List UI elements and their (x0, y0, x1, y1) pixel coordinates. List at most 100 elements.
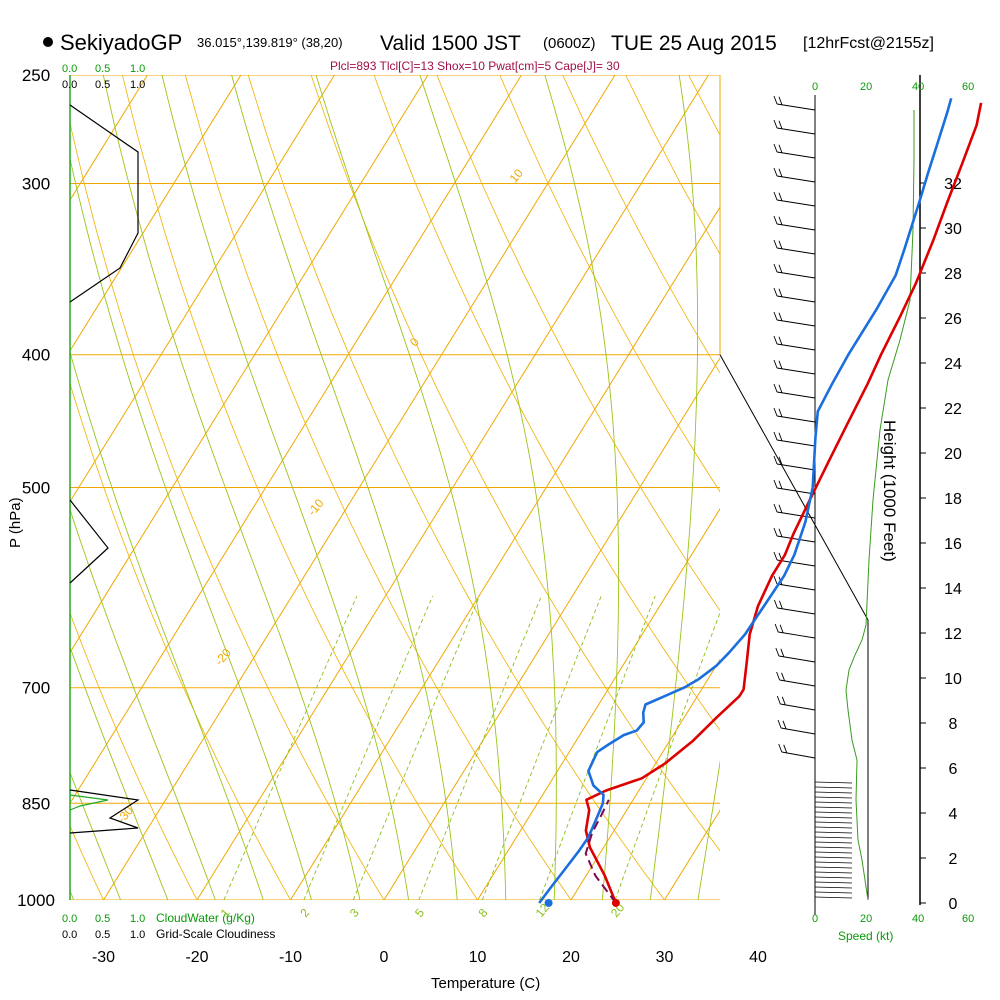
speed-tick-bot-3: 60 (962, 913, 974, 925)
isotherm-line (70, 75, 242, 352)
wind-barb (776, 295, 816, 303)
temperature-tick-label: -10 (279, 949, 302, 966)
wind-barb (776, 487, 816, 495)
wind-barb (779, 679, 816, 687)
dry-adiabat (751, 75, 1000, 929)
wind-barb (776, 343, 816, 351)
cw-tick-top-0: 0.0 (62, 63, 77, 75)
height-tick-label: 26 (944, 311, 962, 328)
moist-adiabat (70, 889, 75, 900)
wind-barb-flag (778, 743, 783, 753)
wind-barb-flag (773, 407, 778, 417)
wind-barb-flag (778, 168, 783, 177)
valid-time: Valid 1500 JST (380, 32, 521, 55)
pressure-tick-label: 500 (22, 479, 50, 498)
height-tick-label: 6 (949, 761, 958, 778)
speed-tick-bot-0: 0 (812, 913, 818, 925)
isotherm-label: -30 (114, 803, 136, 826)
wind-barb (776, 367, 816, 375)
pressure-tick-label: 250 (22, 66, 50, 85)
mixing-ratio-line (223, 595, 358, 900)
wind-barb (776, 199, 816, 207)
wind-barb-flag (778, 336, 783, 345)
wind-barb-flag (776, 671, 781, 681)
dry-adiabat (499, 75, 720, 493)
wind-barb (776, 415, 816, 423)
pressure-tick-label: 400 (22, 346, 50, 365)
wind-barb-flag (778, 240, 783, 249)
dewpoint-profile (538, 97, 953, 904)
isotherm-label: 10 (507, 166, 527, 185)
height-tick-label: 24 (944, 356, 962, 373)
wind-barb-low (814, 796, 853, 799)
wind-barb (776, 127, 816, 135)
wind-barb-low (814, 806, 853, 809)
wind-barb (776, 223, 816, 231)
wind-barb-flag (783, 744, 788, 753)
plot-area (70, 75, 1000, 929)
wind-barb (781, 751, 816, 759)
wind-barb-low (814, 836, 853, 839)
wind-barb-low (814, 866, 853, 869)
wind-barb-flag (778, 456, 783, 465)
wind-barb-flag (778, 216, 783, 225)
dry-adiabat (70, 611, 198, 900)
height-tick-label: 12 (944, 626, 962, 643)
speed-tick-bot-1: 20 (860, 913, 872, 925)
wind-barb-flag (773, 287, 778, 297)
cl-tick-bot-0: 0.0 (62, 929, 77, 941)
station-dot-icon (43, 37, 53, 47)
station-coords: 36.015°,139.819° (38,20) (197, 35, 343, 50)
wind-barb-flag (773, 119, 778, 129)
side-panels (69, 75, 926, 915)
wind-barb-flag (780, 648, 785, 657)
moist-adiabat (70, 645, 169, 900)
wind-barb (776, 463, 816, 471)
wind-barb-low (814, 886, 853, 889)
parcel-path (584, 799, 617, 904)
wind-barb-flag (778, 432, 783, 441)
mixing-ratio-label: 8 (475, 906, 490, 920)
wind-barb-flag (773, 551, 778, 561)
wind-barb-flag (778, 528, 783, 537)
wind-barb-flag (782, 720, 787, 729)
moist-adiabat (70, 350, 264, 900)
isotherm-line (383, 357, 720, 900)
wind-barb-flag (773, 599, 778, 609)
wind-barb-low (814, 851, 853, 854)
cloudwater-title: CloudWater (g/Kg) (156, 911, 255, 925)
temperature-tick-label: 10 (469, 949, 487, 966)
cl-tick-bot-1: 0.5 (95, 929, 110, 941)
cw-tick-bot-0: 0.0 (62, 913, 77, 925)
wind-barb-low (814, 861, 853, 864)
wind-barb-low (814, 791, 853, 794)
dry-adiabat (814, 75, 1000, 929)
cw-tick-bot-2: 1.0 (130, 913, 145, 925)
wind-barb (776, 391, 816, 399)
wind-barb-low (814, 821, 853, 824)
dry-adiabat (373, 75, 720, 731)
wind-barb-flag (773, 95, 778, 105)
wind-barb-flag (778, 600, 783, 609)
wind-barb-low (814, 871, 853, 874)
wind-speed-profile (845, 110, 915, 901)
mixing-ratio-line (352, 595, 480, 900)
cloudiness-profile-mid (69, 499, 109, 584)
wind-barb-flag (774, 623, 779, 633)
isotherm-line (70, 75, 429, 654)
moist-adiabat (102, 75, 361, 900)
dry-adiabat (70, 825, 104, 900)
height-tick-label: 16 (944, 536, 962, 553)
surface-marker (544, 898, 553, 907)
wind-barb-flag (773, 335, 778, 345)
wind-barb (778, 631, 816, 639)
wind-barb-flag (777, 719, 782, 729)
dry-adiabat (562, 75, 720, 374)
height-tick-label: 14 (944, 581, 962, 598)
moist-adiabat (70, 508, 216, 900)
height-tick-label: 2 (949, 851, 958, 868)
wind-barb-flag (778, 144, 783, 153)
wind-barb-low (814, 786, 853, 789)
stability-indices: Plcl=893 Tlcl[C]=13 Shox=10 Pwat[cm]=5 C… (330, 59, 620, 73)
pressure-tick-label: 700 (22, 679, 50, 698)
